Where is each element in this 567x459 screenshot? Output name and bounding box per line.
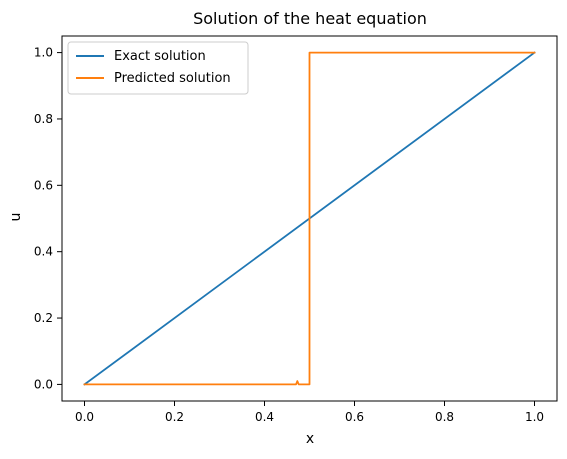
y-tick-label: 0.8 (34, 112, 53, 126)
legend-label-predicted-solution: Predicted solution (114, 71, 231, 86)
y-tick-label: 1.0 (34, 46, 53, 60)
y-axis-ticks: 0.0 0.2 0.4 0.6 0.8 1.0 (34, 46, 62, 391)
series-line-predicted-solution (83, 51, 536, 386)
x-axis-ticks: 0.0 0.2 0.4 0.6 0.8 1.0 (75, 401, 544, 424)
chart-title: Solution of the heat equation (193, 9, 427, 28)
legend-label-exact-solution: Exact solution (114, 49, 206, 64)
x-tick-label: 0.0 (75, 410, 94, 424)
x-tick-label: 0.6 (345, 410, 364, 424)
legend-box (67, 41, 249, 95)
y-axis-label: u (8, 213, 24, 222)
y-tick-label: 0.6 (34, 178, 53, 192)
x-tick-label: 0.2 (165, 410, 184, 424)
x-tick-label: 1.0 (525, 410, 544, 424)
y-tick-label: 0.4 (34, 245, 53, 259)
x-tick-label: 0.4 (255, 410, 274, 424)
series-layer (83, 51, 536, 386)
y-tick-label: 0.2 (34, 311, 53, 325)
legend: Exact solution Predicted solution (67, 41, 249, 95)
x-axis-label: x (306, 431, 314, 447)
x-tick-label: 0.8 (435, 410, 454, 424)
y-tick-label: 0.0 (34, 377, 53, 391)
